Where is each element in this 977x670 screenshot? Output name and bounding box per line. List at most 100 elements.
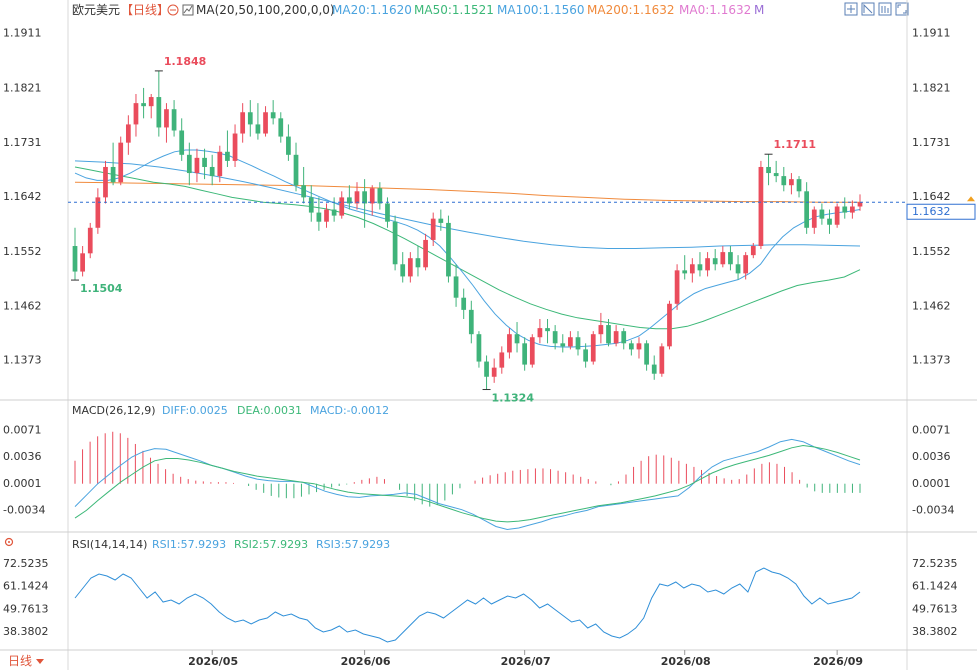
candlestick xyxy=(705,252,710,277)
candle-body xyxy=(804,191,810,228)
candlestick xyxy=(697,252,703,277)
macd-dea-value: DEA:0.0031 xyxy=(237,404,302,417)
candlestick xyxy=(674,264,680,310)
rsi-settings-icon[interactable] xyxy=(4,537,14,547)
candlestick xyxy=(423,233,428,271)
last-price-box xyxy=(906,203,976,220)
candle-body xyxy=(171,109,177,131)
candle-body xyxy=(583,349,588,362)
candle-body xyxy=(575,337,581,350)
candle-body xyxy=(766,166,771,174)
x-axis-labels: 2026/05 2026/06 2026/07 2026/08 2026/09 xyxy=(188,650,863,668)
candlestick xyxy=(339,191,345,219)
candle-body xyxy=(194,157,200,174)
candlestick xyxy=(232,124,238,167)
candlestick xyxy=(636,337,642,359)
period-switch-button[interactable]: 日线 xyxy=(8,654,44,668)
macd-tick-label: -0.0034 xyxy=(3,504,45,517)
candlestick xyxy=(811,206,817,234)
rsi1-value: RSI1:57.9293 xyxy=(152,538,226,551)
candlestick xyxy=(87,222,93,259)
candle-body xyxy=(507,334,512,353)
extreme-label: 1.1504 xyxy=(80,282,123,295)
candle-body xyxy=(720,252,726,265)
chart-type-icon[interactable] xyxy=(878,2,892,16)
candlestick xyxy=(728,246,733,271)
candle-body xyxy=(209,166,215,177)
last-price-label: 1.1632 xyxy=(912,205,951,218)
candle-body xyxy=(80,253,85,272)
chart-header: 欧元美元 【日线】 MA(20,50,100,200,0,0) MA20:1.1… xyxy=(72,2,909,17)
candlestick xyxy=(606,318,611,347)
candle-body xyxy=(651,364,657,374)
ma-legend-item: MA0:1.1632 xyxy=(679,3,751,17)
rsi-tick-label: 72.5235 xyxy=(912,557,958,570)
candle-body xyxy=(560,343,566,347)
candle-body xyxy=(476,334,482,362)
candle-body xyxy=(255,124,261,134)
ma-settings-icon[interactable] xyxy=(182,4,194,16)
candle-body xyxy=(438,218,444,223)
candle-body xyxy=(225,151,230,161)
candle-body xyxy=(308,197,314,213)
ma200-line xyxy=(74,181,860,203)
candlestick xyxy=(507,328,512,359)
candle-body xyxy=(156,97,162,128)
candlestick xyxy=(560,334,566,353)
candlestick xyxy=(529,334,535,368)
candle-body xyxy=(453,276,459,298)
candle-body xyxy=(545,328,550,332)
rsi-tick-label: 38.3802 xyxy=(912,625,958,638)
candlestick xyxy=(278,112,284,143)
price-tick-label: 1.1731 xyxy=(912,136,951,149)
high-low-annotations: 1.1848 1.1504 1.1324 1.1711 xyxy=(71,55,816,405)
extreme-label: 1.1848 xyxy=(164,55,206,68)
candle-body xyxy=(141,103,146,107)
candle-body xyxy=(240,112,246,134)
candle-body xyxy=(286,136,291,155)
candlestick xyxy=(781,166,787,192)
chevron-down-icon xyxy=(36,659,44,664)
candlestick xyxy=(179,118,185,161)
rsi-panel: RSI(14,14,14) RSI1:57.9293 RSI2:57.9293 … xyxy=(3,537,958,643)
candlestick xyxy=(362,179,367,228)
macd-tick-label: 0.0036 xyxy=(912,450,951,463)
candlestick xyxy=(438,209,444,231)
rsi-tick-label: 61.1424 xyxy=(3,580,49,593)
zoom-in-icon[interactable] xyxy=(844,2,858,16)
candle-body xyxy=(491,367,497,377)
collapse-icon[interactable] xyxy=(167,4,179,16)
candlestick xyxy=(537,318,543,344)
candlestick xyxy=(735,255,741,280)
rsi3-value: RSI3:57.9293 xyxy=(316,538,390,551)
candlestick xyxy=(750,242,756,259)
price-tick-label: 1.1462 xyxy=(3,300,42,313)
candlestick xyxy=(789,173,794,195)
rsi-axis-right: 72.5235 61.1424 49.7613 38.3802 xyxy=(912,557,958,638)
candlestick xyxy=(598,312,604,344)
candle-body xyxy=(423,239,428,268)
x-axis-label: 2026/06 xyxy=(341,655,391,668)
candlestick xyxy=(758,160,764,250)
chart-settings-icon[interactable] xyxy=(861,2,875,16)
fullscreen-icon[interactable] xyxy=(895,2,909,16)
symbol-name: 欧元美元 xyxy=(72,3,120,17)
candle-body xyxy=(682,270,688,274)
candlestick xyxy=(712,249,718,271)
rsi-tick-label: 61.1424 xyxy=(912,580,958,593)
candle-body xyxy=(636,343,642,350)
candlestick xyxy=(644,340,649,371)
candle-body xyxy=(354,191,360,204)
price-tick-label: 1.1911 xyxy=(912,27,951,40)
candle-body xyxy=(202,157,207,167)
price-axis-right: 1.1911 1.1821 1.1731 1.1642 1.1552 1.1462 1.13… xyxy=(912,27,951,367)
candle-body xyxy=(758,166,764,247)
rsi-tick-label: 72.5235 xyxy=(3,557,49,570)
candle-body xyxy=(819,209,825,219)
candle-body xyxy=(621,331,627,344)
candle-body xyxy=(415,258,421,268)
period-tag[interactable]: 【日线】 xyxy=(121,3,169,17)
